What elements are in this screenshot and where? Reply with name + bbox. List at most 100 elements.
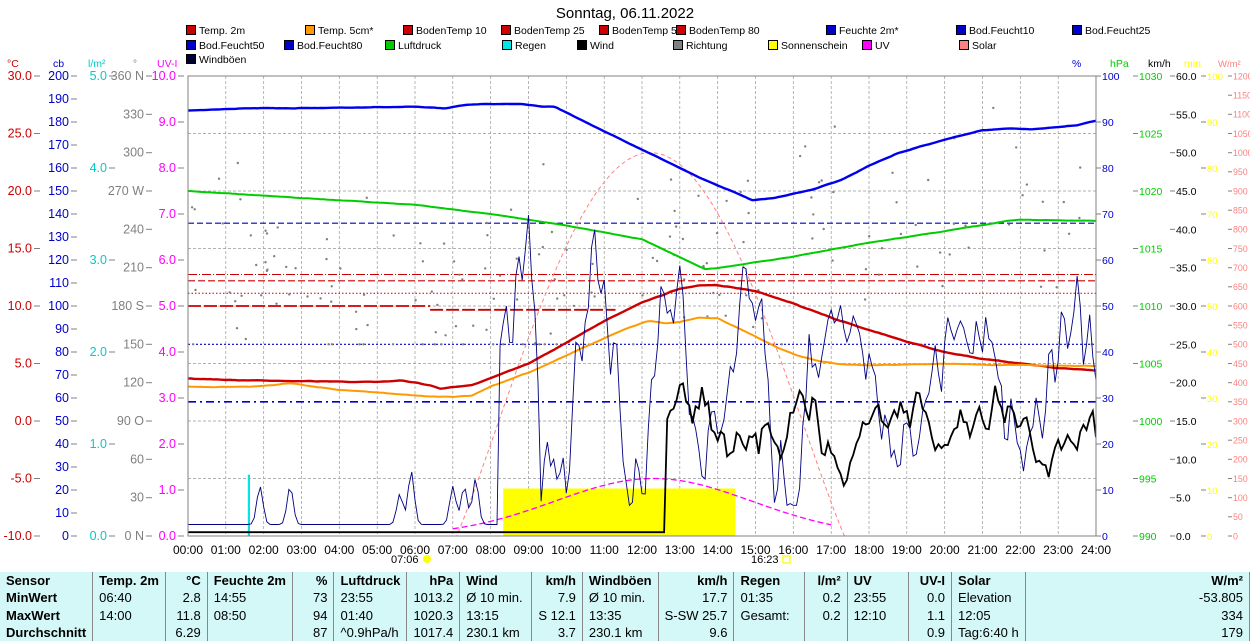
- svg-text:750: 750: [1233, 244, 1248, 254]
- svg-text:0: 0: [62, 529, 69, 543]
- svg-text:150: 150: [1233, 474, 1248, 484]
- svg-text:30.0: 30.0: [1176, 301, 1197, 313]
- svg-text:990: 990: [1139, 531, 1157, 543]
- svg-text:80: 80: [55, 345, 69, 359]
- svg-text:23:00: 23:00: [1043, 543, 1073, 557]
- svg-text:2.0: 2.0: [159, 437, 176, 451]
- svg-text:1020: 1020: [1139, 186, 1163, 198]
- svg-text:0.0: 0.0: [159, 529, 176, 543]
- svg-text:90: 90: [55, 322, 69, 336]
- svg-text:10: 10: [1207, 486, 1218, 497]
- svg-text:70: 70: [1207, 210, 1218, 221]
- svg-text:1.0: 1.0: [159, 483, 176, 497]
- svg-text:190: 190: [48, 92, 69, 106]
- svg-text:13:00: 13:00: [665, 543, 695, 557]
- svg-text:8.0: 8.0: [159, 161, 176, 175]
- svg-text:09:00: 09:00: [513, 543, 543, 557]
- svg-text:150: 150: [123, 337, 144, 351]
- svg-text:1030: 1030: [1139, 71, 1163, 83]
- svg-text:10.0: 10.0: [1176, 454, 1197, 466]
- svg-text:3.0: 3.0: [159, 391, 176, 405]
- svg-text:24:00: 24:00: [1081, 543, 1111, 557]
- svg-text:40: 40: [1207, 348, 1218, 359]
- svg-text:110: 110: [49, 276, 69, 290]
- svg-text:30: 30: [1102, 393, 1114, 405]
- svg-text:19:00: 19:00: [892, 543, 922, 557]
- svg-text:1010: 1010: [1139, 301, 1163, 313]
- svg-text:50: 50: [1233, 512, 1243, 522]
- svg-text:0 N: 0 N: [125, 529, 144, 543]
- svg-text:60.0: 60.0: [1176, 71, 1197, 83]
- svg-text:50: 50: [55, 414, 69, 428]
- svg-text:90 O: 90 O: [117, 414, 144, 428]
- svg-text:0: 0: [1102, 531, 1108, 543]
- svg-text:400: 400: [1233, 378, 1248, 388]
- svg-text:5.0: 5.0: [15, 357, 32, 371]
- svg-text:90: 90: [1207, 118, 1218, 129]
- svg-text:950: 950: [1233, 167, 1248, 177]
- svg-text:10: 10: [1102, 485, 1114, 497]
- svg-text:5.0: 5.0: [90, 69, 107, 83]
- svg-text:150: 150: [48, 184, 69, 198]
- svg-text:180: 180: [48, 115, 69, 129]
- svg-text:60: 60: [55, 391, 69, 405]
- svg-text:12:00: 12:00: [627, 543, 657, 557]
- svg-text:100: 100: [1102, 71, 1120, 83]
- svg-text:100: 100: [48, 299, 69, 313]
- svg-text:60: 60: [130, 452, 144, 466]
- svg-text:55.0: 55.0: [1176, 109, 1197, 121]
- svg-text:300: 300: [1233, 416, 1248, 426]
- svg-text:1050: 1050: [1233, 129, 1250, 139]
- svg-text:1000: 1000: [1233, 148, 1250, 158]
- svg-text:350: 350: [1233, 397, 1248, 407]
- svg-text:330: 330: [123, 107, 144, 121]
- svg-text:14:00: 14:00: [703, 543, 733, 557]
- svg-text:210: 210: [123, 261, 144, 275]
- svg-text:07:00: 07:00: [438, 543, 468, 557]
- svg-text:0: 0: [1207, 532, 1212, 543]
- svg-text:03:00: 03:00: [286, 543, 316, 557]
- svg-text:200: 200: [48, 69, 69, 83]
- svg-text:21:00: 21:00: [967, 543, 997, 557]
- svg-text:100: 100: [1207, 72, 1223, 83]
- svg-text:30: 30: [55, 460, 69, 474]
- svg-text:30: 30: [130, 491, 144, 505]
- svg-text:650: 650: [1233, 282, 1248, 292]
- svg-text:1025: 1025: [1139, 129, 1163, 141]
- svg-text:30: 30: [1207, 394, 1218, 405]
- svg-text:700: 700: [1233, 263, 1248, 273]
- svg-text:11:00: 11:00: [590, 543, 619, 557]
- svg-text:02:00: 02:00: [249, 543, 279, 557]
- svg-text:1100: 1100: [1233, 110, 1250, 120]
- svg-text:995: 995: [1139, 474, 1157, 486]
- svg-text:900: 900: [1233, 186, 1248, 196]
- svg-text:08:00: 08:00: [476, 543, 506, 557]
- svg-text:60: 60: [1207, 256, 1218, 267]
- svg-text:80: 80: [1102, 163, 1114, 175]
- svg-text:250: 250: [1233, 436, 1248, 446]
- svg-text:270 W: 270 W: [108, 184, 144, 198]
- svg-text:1150: 1150: [1233, 91, 1250, 101]
- svg-text:600: 600: [1233, 301, 1248, 311]
- svg-text:0: 0: [1233, 531, 1238, 541]
- svg-text:0.0: 0.0: [90, 529, 107, 543]
- svg-text:240: 240: [123, 222, 144, 236]
- svg-text:9.0: 9.0: [159, 115, 176, 129]
- svg-text:20.0: 20.0: [8, 184, 32, 198]
- svg-text:20:00: 20:00: [930, 543, 960, 557]
- svg-text:70: 70: [1102, 209, 1114, 221]
- svg-text:25.0: 25.0: [8, 127, 32, 141]
- svg-text:20: 20: [55, 483, 69, 497]
- svg-text:1015: 1015: [1139, 244, 1163, 256]
- svg-text:10.0: 10.0: [152, 69, 176, 83]
- svg-text:01:00: 01:00: [211, 543, 241, 557]
- svg-text:500: 500: [1233, 340, 1248, 350]
- svg-text:-10.0: -10.0: [4, 529, 33, 543]
- svg-text:450: 450: [1233, 359, 1248, 369]
- svg-text:70: 70: [55, 368, 69, 382]
- svg-text:10: 10: [55, 506, 69, 520]
- svg-text:90: 90: [1102, 117, 1114, 129]
- svg-text:30.0: 30.0: [8, 69, 32, 83]
- svg-text:35.0: 35.0: [1176, 263, 1197, 275]
